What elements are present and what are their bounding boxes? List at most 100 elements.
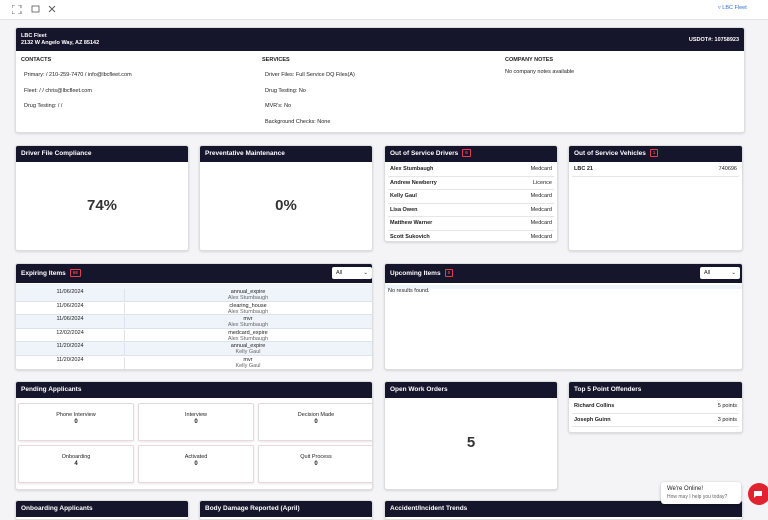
table-row: 11/06/2024 mvr Alex Stumbaugh xyxy=(16,315,372,329)
company-name: LBC Fleet xyxy=(21,33,47,39)
tile-label: Onboarding xyxy=(61,454,91,460)
row-detail: Medcard xyxy=(530,166,552,172)
expiry-type: clearing_house xyxy=(229,302,267,309)
expiry-type: medcard_expire xyxy=(228,329,268,336)
expiry-driver: Alex Stumbaugh xyxy=(227,308,269,315)
card-title: Driver File Compliance xyxy=(16,146,188,162)
row-detail: Medcard xyxy=(530,206,552,213)
list-row: Joseph Guinn 3 points xyxy=(572,414,739,428)
section-heading: COMPANY NOTES xyxy=(505,57,554,63)
expiry-driver: Kelly Gaul xyxy=(235,349,261,356)
section-line: Driver Files: Full Service DQ Files(A) xyxy=(265,72,355,78)
tile-label: Interview xyxy=(184,412,207,418)
count-badge: 1 xyxy=(649,149,659,158)
filter-select[interactable]: All ⌄ xyxy=(700,267,740,279)
row-name: Kelly Gaul xyxy=(390,193,417,200)
tile-value: 0 xyxy=(194,461,198,467)
oos-vehicles-card: Out of Service Vehicles 1 LBC 21 740696 xyxy=(568,145,743,251)
list-row: Scott Sukovich Medcard xyxy=(388,231,554,241)
status-tile: Decision Made 0 xyxy=(258,403,372,441)
table-row: 11/20/2024 mvr Kelly Gaul xyxy=(16,356,372,369)
row-name: Richard Collins xyxy=(574,403,615,409)
table-band xyxy=(385,285,742,289)
list-row: LBC 21 740696 xyxy=(572,163,739,177)
brand-link[interactable]: ▿ LBC Fleet xyxy=(718,5,747,11)
brand-text[interactable]: LBC Fleet xyxy=(722,5,747,11)
expiry-date: 11/20/2024 xyxy=(16,343,125,356)
toolbar: ▿ LBC Fleet xyxy=(0,0,768,20)
card-title: Onboarding Applicants xyxy=(16,501,188,517)
list-row: Matthew Warner Medcard xyxy=(388,217,554,231)
row-name: Alex Stumbaugh xyxy=(390,166,434,172)
offenders-card: Top 5 Point Offenders Richard Collins 5 po… xyxy=(568,381,743,433)
chat-bubble[interactable]: We're Online! How may I help you today? xyxy=(661,482,741,504)
work-orders-card: Open Work Orders 5 xyxy=(384,381,558,490)
title-text: Out of Service Vehicles xyxy=(574,150,646,157)
list-row: Alex Stumbaugh Medcard xyxy=(388,163,554,177)
oos-drivers-card: Out of Service Drivers 6 Alex Stumbaugh Med… xyxy=(384,145,558,242)
filter-select[interactable]: All ⌄ xyxy=(332,267,372,279)
tile-value: 0 xyxy=(194,419,198,425)
status-tile: Phone Interview 0 xyxy=(18,403,134,441)
expiry-date: 11/06/2024 xyxy=(16,316,125,329)
expiry-date: 11/06/2024 xyxy=(16,302,125,315)
list-row: Richard Collins 5 points xyxy=(572,400,739,414)
expiry-type: mvr xyxy=(243,316,253,323)
status-tile: Activated 0 xyxy=(138,445,254,483)
expiry-type: annual_expire xyxy=(230,343,266,350)
section-line: Drug Testing: / / xyxy=(24,103,63,110)
card-title: Out of Service Vehicles 1 xyxy=(569,146,742,162)
expiry-date: 11/06/2024 xyxy=(16,289,125,301)
list-row: Kelly Gaul Medcard xyxy=(388,190,554,204)
expiry-type: mvr xyxy=(243,357,253,363)
row-name: Lisa Owen xyxy=(390,206,418,213)
empty-message: No results found. xyxy=(388,288,430,294)
row-detail: Licence xyxy=(533,179,552,186)
status-tile: Interview 0 xyxy=(138,403,254,441)
chat-button[interactable] xyxy=(748,483,768,505)
row-detail: Medcard xyxy=(530,220,552,227)
title-text: Out of Service Drivers xyxy=(390,150,459,157)
card-title: Out of Service Drivers 6 xyxy=(385,146,557,162)
row-detail: 740696 xyxy=(718,166,737,172)
row-name: LBC 21 xyxy=(574,166,593,172)
count-badge: 0 xyxy=(444,269,454,278)
chat-prompt[interactable]: How may I help you today? xyxy=(667,494,728,500)
row-name: Andrew Newberry xyxy=(390,179,437,186)
row-detail: 5 points xyxy=(717,403,737,409)
row-detail: 3 points xyxy=(717,416,737,423)
list-row: Andrew Newberry Licence xyxy=(388,177,554,191)
toolbar-icons[interactable] xyxy=(12,5,62,14)
card-title: Body Damage Reported (April) xyxy=(200,501,372,517)
expiry-driver: Kelly Gaul xyxy=(235,363,261,369)
status-tile: Quit Process 0 xyxy=(258,445,372,483)
tile-value: 0 xyxy=(314,419,318,425)
expiry-driver: Alex Stumbaugh xyxy=(227,322,269,329)
tile-label: Activated xyxy=(184,454,208,460)
section-line: Primary: / 210-259-7470 / info@lbcfleet.… xyxy=(24,72,132,78)
section-heading: CONTACTS xyxy=(21,57,52,63)
expiring-card: Expiring Items 68 All ⌄ 11/06/2024 annual_ex… xyxy=(15,263,373,370)
filter-value[interactable]: All xyxy=(704,270,711,276)
status-tile: Onboarding 4 xyxy=(18,445,134,483)
card-title: Upcoming Items 0 All ⌄ xyxy=(385,264,742,283)
usdot: USDOT#: 10758923 xyxy=(688,37,739,43)
section-line: MVR's: No xyxy=(265,103,292,110)
tile-value: 0 xyxy=(314,461,318,467)
row-name: Matthew Warner xyxy=(390,220,433,227)
chat-title[interactable]: We're Online! xyxy=(667,486,704,492)
pending-card: Pending Applicants Phone Interview 0 Interv… xyxy=(15,381,373,490)
card-title: Open Work Orders xyxy=(385,382,557,398)
card-title: Expiring Items 68 All ⌄ xyxy=(16,264,372,283)
row-name: Scott Sukovich xyxy=(390,234,430,240)
company-address: 2132 W Angelo Way, AZ 85142 xyxy=(21,40,100,46)
section-line: No company notes available xyxy=(505,69,575,75)
card-title: Pending Applicants xyxy=(16,382,372,398)
tile-label: Quit Process xyxy=(300,454,332,460)
list-row: Lisa Owen Medcard xyxy=(388,204,554,218)
work-orders-value: 5 xyxy=(466,434,476,451)
card-title: Preventative Maintenance xyxy=(200,146,372,162)
filter-value[interactable]: All xyxy=(336,270,343,276)
card-title: Top 5 Point Offenders xyxy=(569,382,742,398)
